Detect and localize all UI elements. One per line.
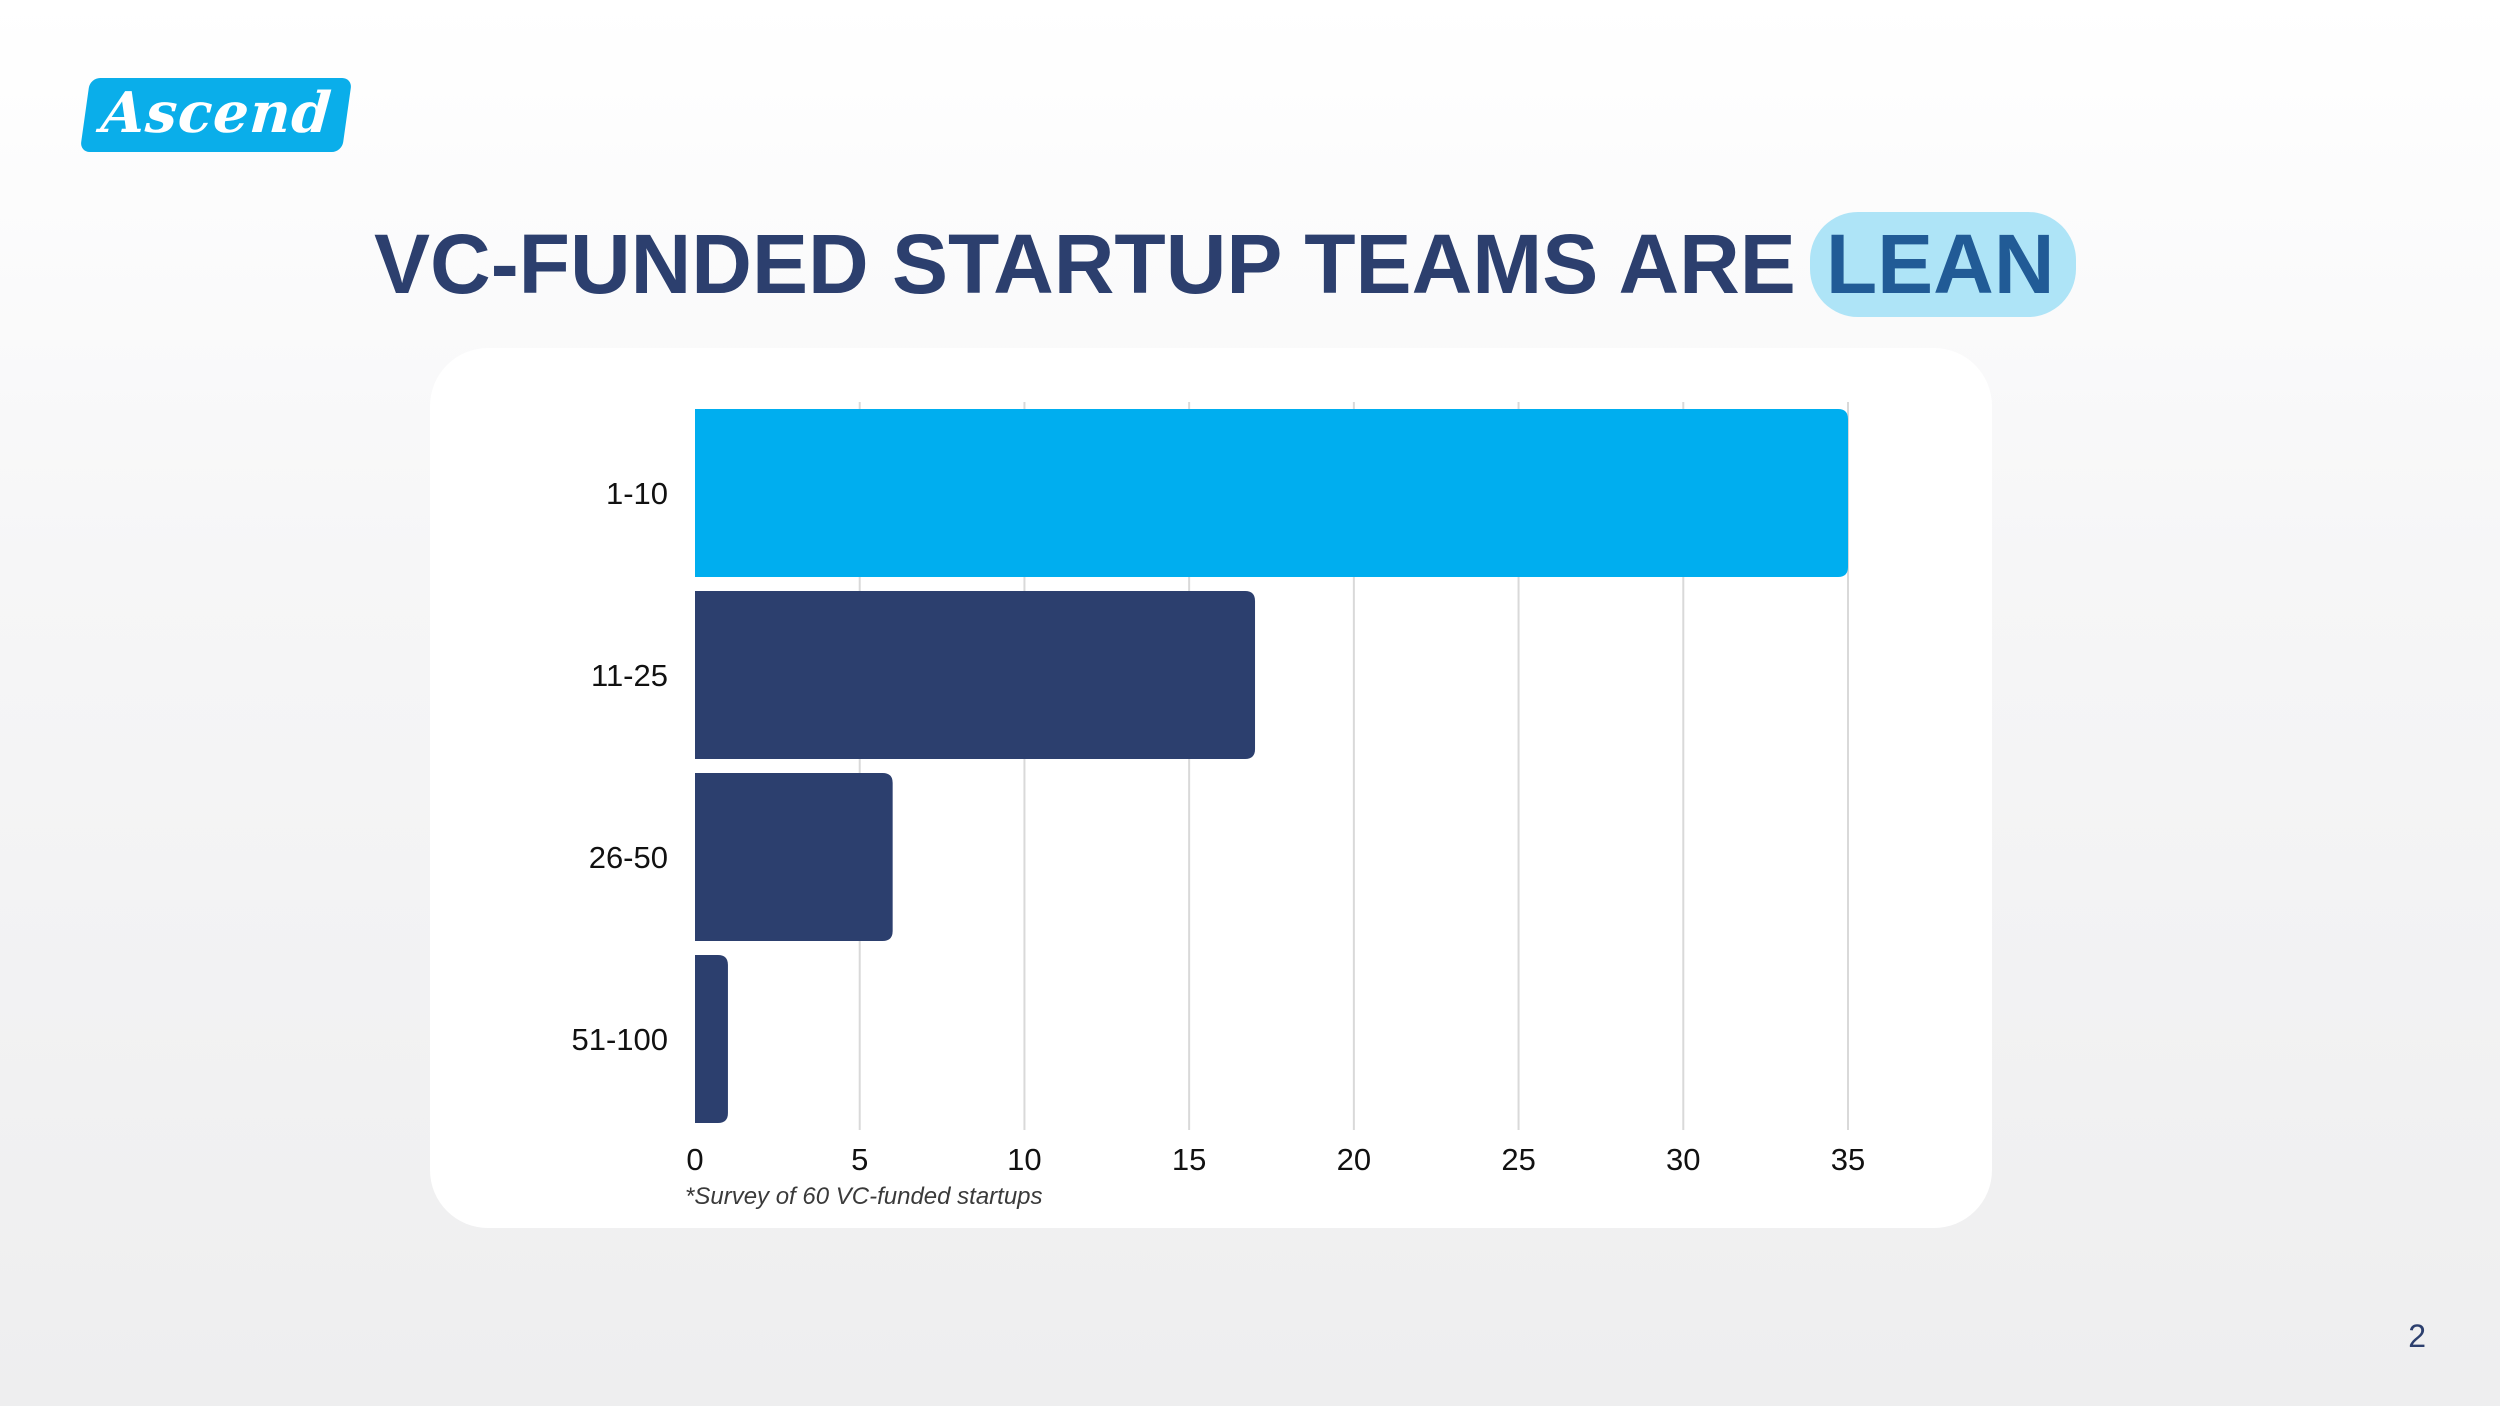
bar-26-50 bbox=[695, 773, 893, 941]
x-tick-label-10: 10 bbox=[1007, 1142, 1041, 1177]
category-label-11-25: 11-25 bbox=[591, 658, 668, 693]
x-tick-label-25: 25 bbox=[1501, 1142, 1535, 1177]
x-tick-label-15: 15 bbox=[1172, 1142, 1206, 1177]
page-number: 2 bbox=[2408, 1318, 2426, 1354]
x-tick-label-35: 35 bbox=[1831, 1142, 1865, 1177]
x-tick-label-5: 5 bbox=[851, 1142, 868, 1177]
x-tick-label-20: 20 bbox=[1337, 1142, 1371, 1177]
bar-11-25 bbox=[695, 591, 1256, 759]
slide-title-highlight: LEAN bbox=[1809, 211, 2077, 317]
category-label-51-100: 51-100 bbox=[571, 1022, 668, 1057]
bar-1-10 bbox=[695, 409, 1848, 577]
x-tick-label-30: 30 bbox=[1666, 1142, 1700, 1177]
bar-51-100 bbox=[695, 955, 728, 1123]
x-tick-label-0: 0 bbox=[686, 1142, 703, 1177]
category-label-1-10: 1-10 bbox=[606, 476, 668, 511]
category-label-26-50: 26-50 bbox=[589, 840, 668, 875]
chart-footnote: *Survey of 60 VC-funded startups bbox=[685, 1183, 1043, 1210]
slide-title-main: VC-FUNDED STARTUP TEAMS ARE bbox=[374, 216, 1796, 311]
slide-title: VC-FUNDED STARTUP TEAMS ARE LEAN bbox=[374, 211, 2077, 317]
